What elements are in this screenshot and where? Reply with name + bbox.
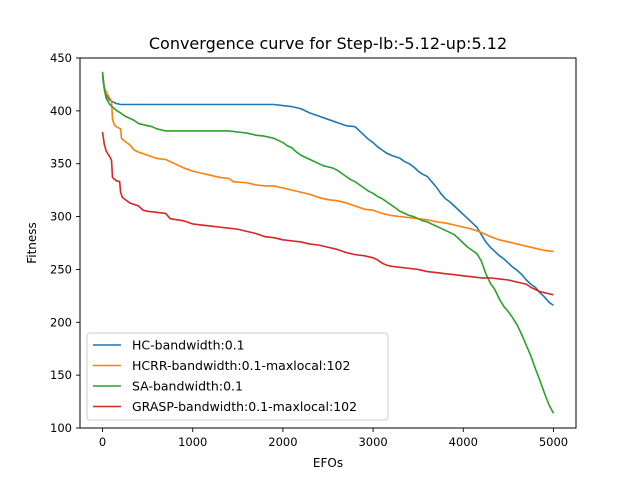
plot-frame bbox=[79, 57, 577, 429]
x-tick-label: 4000 bbox=[449, 435, 478, 449]
y-tick-label: 200 bbox=[50, 315, 72, 329]
series-layer bbox=[101, 71, 555, 414]
y-tick-label: 450 bbox=[50, 51, 72, 65]
legend-label-1: HC-bandwidth:0.1 bbox=[132, 338, 245, 353]
legend: HC-bandwidth:0.1 HCRR-bandwidth:0.1-maxlo… bbox=[86, 332, 389, 421]
legend-label-3: SA-bandwidth:0.1 bbox=[132, 379, 243, 394]
y-tick-label: 300 bbox=[50, 210, 72, 224]
plot-area bbox=[79, 57, 577, 429]
legend-label-4: GRASP-bandwidth:0.1-maxlocal:102 bbox=[132, 399, 357, 414]
chart-title: Convergence curve for Step-lb:-5.12-up:5… bbox=[149, 34, 507, 53]
y-axis: 100 150 200 250 300 350 400 450 bbox=[50, 51, 80, 435]
y-tick-label: 250 bbox=[50, 262, 72, 276]
y-tick-label: 100 bbox=[50, 421, 72, 435]
x-tick-label: 2000 bbox=[268, 435, 297, 449]
series-line-4 bbox=[101, 131, 554, 296]
x-tick-label: 0 bbox=[99, 435, 106, 449]
legend-box bbox=[86, 332, 389, 421]
series-line-2 bbox=[101, 73, 554, 253]
legend-label-2: HCRR-bandwidth:0.1-maxlocal:102 bbox=[132, 358, 350, 373]
x-tick-label: 3000 bbox=[358, 435, 387, 449]
y-axis-label: Fitness bbox=[25, 222, 39, 264]
y-tick-label: 400 bbox=[50, 104, 72, 118]
y-tick-label: 150 bbox=[50, 368, 72, 382]
y-tick-label: 350 bbox=[50, 157, 72, 171]
x-axis: 0 1000 2000 3000 4000 5000 bbox=[99, 428, 568, 449]
x-axis-label: EFOs bbox=[313, 456, 343, 470]
series-line-1 bbox=[101, 76, 554, 307]
x-tick-label: 5000 bbox=[539, 435, 568, 449]
x-tick-label: 1000 bbox=[178, 435, 207, 449]
